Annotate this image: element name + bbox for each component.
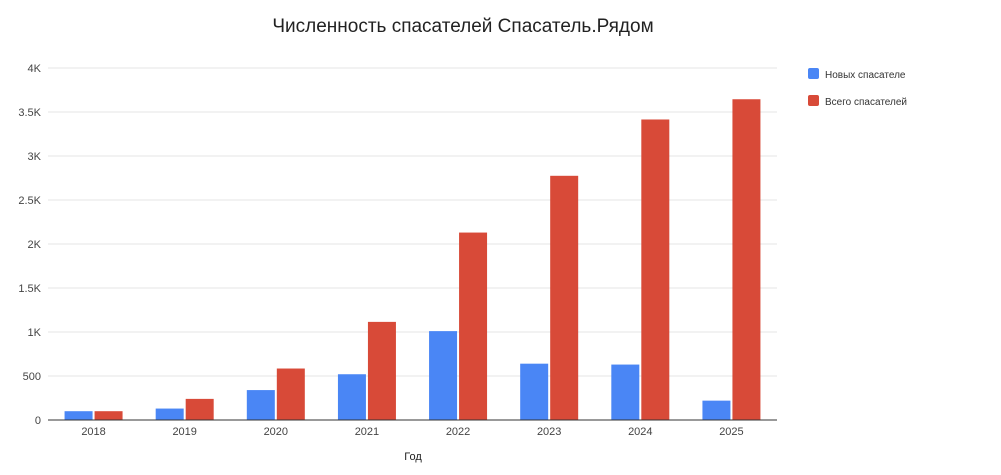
- y-tick-label: 0: [35, 415, 41, 427]
- bar-new-rescuers-2019[interactable]: [155, 408, 184, 420]
- legend: Новых спасателе Всего спасателей: [808, 68, 907, 108]
- x-axis-label: Год: [404, 451, 422, 463]
- y-tick-label: 2K: [28, 239, 42, 251]
- legend-swatch[interactable]: [808, 95, 819, 106]
- bar-total-rescuers-2021[interactable]: [367, 321, 396, 420]
- bar-total-rescuers-2025[interactable]: [732, 99, 761, 421]
- bar-new-rescuers-2025[interactable]: [702, 400, 731, 420]
- x-tick-label: 2018: [81, 426, 105, 438]
- bars: [64, 99, 761, 421]
- legend-label[interactable]: Всего спасателей: [825, 97, 907, 108]
- x-tick-label: 2023: [537, 426, 561, 438]
- x-tick-label: 2025: [719, 426, 743, 438]
- y-tick-label: 4K: [28, 63, 42, 75]
- bar-new-rescuers-2018[interactable]: [64, 411, 93, 420]
- y-tick-label: 2.5K: [18, 195, 41, 207]
- y-tick-label: 1.5K: [18, 283, 41, 295]
- bar-total-rescuers-2019[interactable]: [185, 398, 214, 420]
- y-tick-label: 3K: [28, 151, 42, 163]
- x-axis-tick-labels: 2018 2019 2020 2021 2022 2023 2024 2025: [81, 426, 743, 438]
- x-tick-label: 2019: [172, 426, 196, 438]
- y-tick-label: 500: [23, 371, 41, 383]
- x-tick-label: 2020: [264, 426, 288, 438]
- y-axis-tick-labels: 0 500 1K 1.5K 2K 2.5K 3K 3.5K 4K: [18, 63, 41, 427]
- y-tick-label: 1K: [28, 327, 42, 339]
- bar-new-rescuers-2023[interactable]: [520, 363, 549, 420]
- bar-new-rescuers-2020[interactable]: [246, 390, 275, 420]
- bar-total-rescuers-2023[interactable]: [550, 175, 579, 420]
- gridlines: [48, 67, 777, 377]
- bar-new-rescuers-2022[interactable]: [429, 331, 458, 420]
- legend-label[interactable]: Новых спасателе: [825, 70, 906, 81]
- bar-new-rescuers-2021[interactable]: [337, 374, 366, 420]
- chart-title: Численность спасателей Спасатель.Рядом: [272, 16, 653, 37]
- bar-new-rescuers-2024[interactable]: [611, 364, 640, 420]
- legend-swatch[interactable]: [808, 68, 819, 79]
- bar-total-rescuers-2022[interactable]: [459, 232, 488, 420]
- x-tick-label: 2021: [355, 426, 379, 438]
- x-tick-label: 2022: [446, 426, 470, 438]
- y-tick-label: 3.5K: [18, 107, 41, 119]
- x-tick-label: 2024: [628, 426, 652, 438]
- bar-total-rescuers-2024[interactable]: [641, 119, 670, 420]
- bar-total-rescuers-2020[interactable]: [276, 368, 305, 420]
- bar-total-rescuers-2018[interactable]: [94, 411, 123, 420]
